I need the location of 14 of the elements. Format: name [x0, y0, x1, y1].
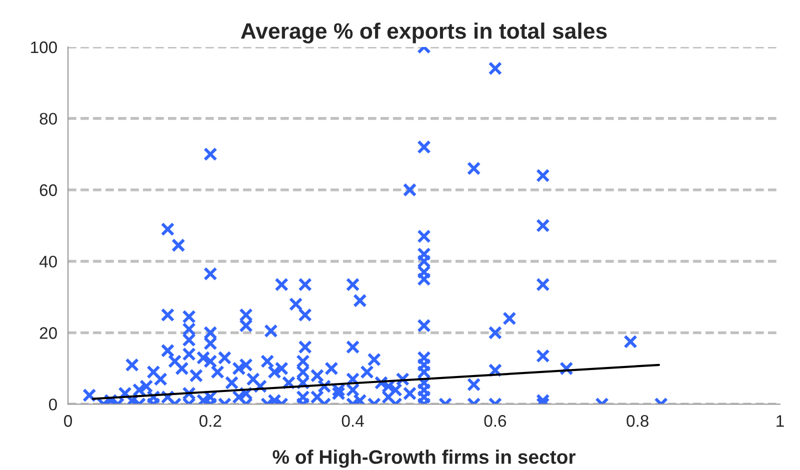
- y-tick-label: 60: [40, 184, 57, 196]
- x-tick-label: 0.6: [484, 415, 506, 427]
- x-tick-label: 0.4: [342, 415, 364, 427]
- x-tick-label: 0.2: [199, 415, 222, 427]
- y-tick-label: 0: [48, 398, 57, 410]
- y-tick-label: 20: [40, 327, 57, 339]
- x-axis-title: % of High-Growth firms in sector: [272, 450, 576, 468]
- chart-title: Average % of exports in total sales: [240, 22, 607, 44]
- y-tick-label: 80: [40, 112, 57, 125]
- y-tick-label: 100: [31, 41, 57, 54]
- x-tick-label: 1: [776, 415, 784, 427]
- y-tick-label: 40: [39, 256, 57, 268]
- x-tick-label: 0: [64, 415, 72, 427]
- x-tick-label: 0.8: [626, 415, 648, 427]
